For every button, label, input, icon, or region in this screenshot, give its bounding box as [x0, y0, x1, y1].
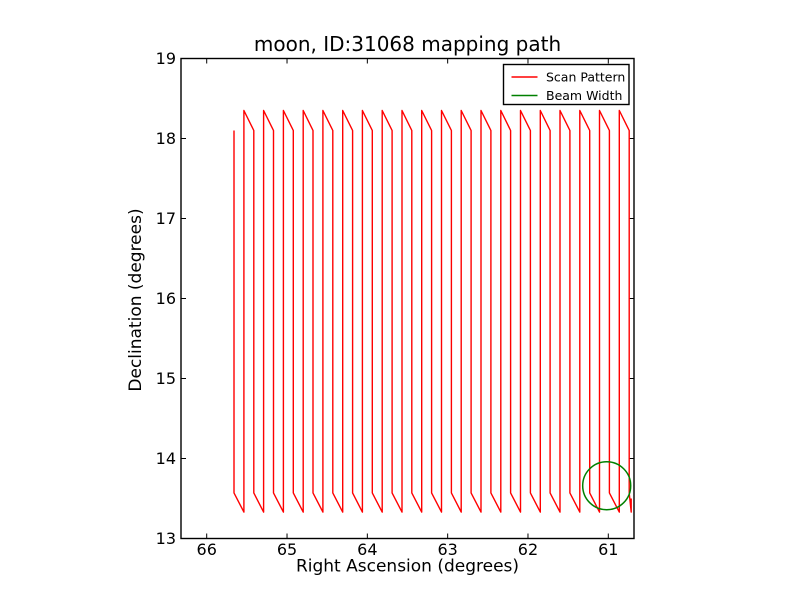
- x-tick-label: 66: [197, 540, 217, 559]
- y-tick-label: 19: [156, 49, 176, 68]
- x-tick-label: 62: [518, 540, 538, 559]
- y-tick-label: 18: [156, 129, 176, 148]
- y-tick-label: 14: [156, 449, 176, 468]
- legend: Scan Pattern Beam Width: [502, 63, 630, 106]
- scan-pattern-line: [233, 109, 632, 513]
- chart-title: moon, ID:31068 mapping path: [254, 32, 561, 56]
- axis-tick-labels: 66 65 64 63 62 61 13 14 15 16 17 18 19: [156, 49, 619, 559]
- x-tick-label: 61: [598, 540, 618, 559]
- y-tick-label: 16: [156, 289, 176, 308]
- y-tick-label: 17: [156, 209, 176, 228]
- x-tick-label: 64: [357, 540, 377, 559]
- x-tick-label: 65: [277, 540, 297, 559]
- legend-scan-pattern-label: Scan Pattern: [546, 70, 625, 85]
- beam-width-circle: [581, 460, 632, 511]
- plot-frame: [180, 57, 635, 540]
- y-axis-label: Declination (degrees): [126, 208, 146, 391]
- legend-beam-width-label: Beam Width: [546, 88, 622, 103]
- y-tick-label: 13: [156, 529, 176, 548]
- legend-box: [502, 63, 630, 106]
- x-tick-label: 63: [437, 540, 457, 559]
- y-tick-label: 15: [156, 369, 176, 388]
- x-axis-label: Right Ascension (degrees): [296, 557, 519, 577]
